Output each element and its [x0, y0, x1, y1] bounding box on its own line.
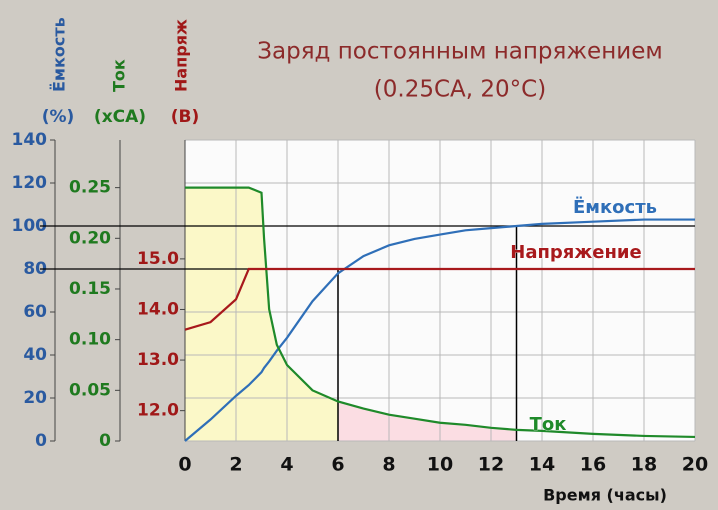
y2-tick-label: 0.10 [69, 330, 111, 350]
x-tick-label: 20 [682, 454, 708, 476]
y2-tick-label: 0.20 [69, 228, 111, 248]
x-tick-label: 18 [631, 454, 657, 476]
chart-subtitle: (0.25CA, 20°C) [374, 77, 546, 103]
y3-tick-label: 15.0 [137, 249, 179, 269]
x-tick-label: 16 [580, 454, 606, 476]
y3-tick-label: 13.0 [137, 350, 179, 370]
y3-tick-label: 14.0 [137, 299, 179, 319]
y-tick-label: 140 [12, 130, 48, 150]
y-axis-unit: (%) [42, 107, 75, 127]
y-tick-label: 80 [23, 259, 47, 279]
y2-tick-label: 0.25 [69, 178, 111, 198]
series-line [184, 218, 695, 442]
series-label: Напряжение [510, 242, 641, 263]
series-line [184, 267, 695, 331]
series-line [185, 186, 696, 439]
y3-tick-label: 12.0 [137, 401, 179, 421]
y2-axis-label: Ток [110, 59, 129, 92]
y-tick-label: 20 [23, 388, 47, 408]
x-tick-label: 14 [529, 454, 555, 476]
y-tick-label: 0 [35, 431, 47, 451]
y2-tick-label: 0.15 [69, 279, 111, 299]
x-tick-label: 12 [478, 454, 504, 476]
x-tick-label: 8 [382, 454, 395, 476]
y-tick-label: 60 [23, 302, 47, 322]
y3-axis-label: Напряж [172, 19, 191, 92]
y2-tick-label: 0.05 [69, 380, 111, 400]
y2-tick-label: 0 [99, 431, 111, 451]
y3-axis-unit: (В) [171, 107, 200, 127]
series-label: Ёмкость [573, 196, 657, 218]
x-tick-label: 2 [229, 454, 242, 476]
y-tick-label: 40 [23, 345, 47, 365]
y-tick-label: 100 [12, 216, 48, 236]
y-tick-label: 120 [12, 173, 48, 193]
y-axis-label: Ёмкость [50, 17, 69, 92]
x-axis-label: Время (часы) [543, 486, 667, 505]
chart-title: Заряд постоянным напряжением [257, 39, 662, 65]
x-tick-label: 10 [427, 454, 453, 476]
x-tick-label: 0 [178, 454, 191, 476]
x-tick-label: 6 [331, 454, 344, 476]
y2-axis-unit: (xCA) [94, 107, 146, 127]
series-label: Ток [530, 414, 567, 435]
x-tick-label: 4 [280, 454, 293, 476]
